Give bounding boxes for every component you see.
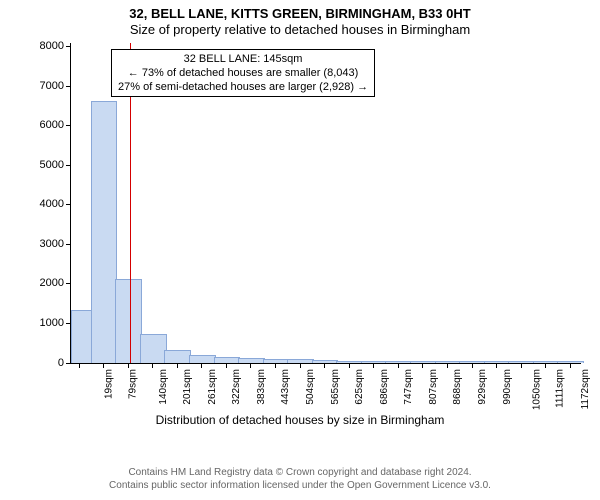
y-tick: [66, 283, 71, 284]
x-tick: [398, 363, 399, 368]
x-axis-label: Distribution of detached houses by size …: [0, 413, 600, 427]
x-tick: [103, 363, 104, 368]
y-tick-label: 4000: [40, 198, 64, 210]
footer-attribution: Contains HM Land Registry data © Crown c…: [0, 466, 600, 492]
x-tick: [324, 363, 325, 368]
histogram-bar: [140, 334, 167, 363]
y-tick-label: 2000: [40, 277, 64, 289]
x-tick: [422, 363, 423, 368]
x-tick: [201, 363, 202, 368]
annotation-line: 32 BELL LANE: 145sqm: [118, 52, 368, 66]
y-tick: [66, 125, 71, 126]
footer-line-1: Contains HM Land Registry data © Crown c…: [0, 466, 600, 479]
x-tick-label: 747sqm: [403, 369, 414, 405]
annotation-box: 32 BELL LANE: 145sqm← 73% of detached ho…: [111, 49, 375, 98]
y-tick-label: 6000: [40, 119, 64, 131]
y-tick-label: 1000: [40, 317, 64, 329]
x-tick-label: 565sqm: [330, 369, 341, 405]
title-line-2: Size of property relative to detached ho…: [0, 22, 600, 38]
x-tick-label: 140sqm: [158, 369, 169, 405]
x-tick: [447, 363, 448, 368]
histogram-bar: [164, 350, 191, 363]
x-tick-label: 868sqm: [452, 369, 463, 405]
annotation-line: 27% of semi-detached houses are larger (…: [118, 80, 368, 94]
x-tick-label: 1050sqm: [532, 369, 543, 410]
x-tick-label: 990sqm: [502, 369, 513, 405]
x-tick-label: 261sqm: [207, 369, 218, 405]
x-tick: [152, 363, 153, 368]
histogram-bar: [91, 101, 118, 363]
x-tick-label: 929sqm: [477, 369, 488, 405]
y-tick-label: 5000: [40, 159, 64, 171]
x-tick-label: 201sqm: [182, 369, 193, 405]
x-tick-label: 322sqm: [231, 369, 242, 405]
x-tick-label: 1111sqm: [554, 369, 565, 408]
x-tick-label: 807sqm: [428, 369, 439, 405]
chart-area: Number of detached properties 0100020003…: [0, 39, 600, 459]
y-tick: [66, 244, 71, 245]
x-tick-label: 1172sqm: [580, 369, 591, 409]
title-block: 32, BELL LANE, KITTS GREEN, BIRMINGHAM, …: [0, 0, 600, 39]
x-tick: [250, 363, 251, 368]
y-tick: [66, 46, 71, 47]
x-tick: [79, 363, 80, 368]
x-tick: [226, 363, 227, 368]
x-tick: [275, 363, 276, 368]
y-tick: [66, 165, 71, 166]
x-tick-label: 19sqm: [103, 369, 114, 399]
y-tick-label: 0: [58, 357, 64, 369]
x-tick: [496, 363, 497, 368]
title-line-1: 32, BELL LANE, KITTS GREEN, BIRMINGHAM, …: [0, 6, 600, 22]
x-tick: [545, 363, 546, 368]
x-tick: [349, 363, 350, 368]
x-tick-label: 443sqm: [280, 369, 291, 405]
x-tick-label: 625sqm: [354, 369, 365, 405]
y-tick: [66, 204, 71, 205]
y-tick: [66, 86, 71, 87]
y-tick-label: 8000: [40, 40, 64, 52]
x-tick: [128, 363, 129, 368]
x-tick: [521, 363, 522, 368]
x-tick: [177, 363, 178, 368]
x-tick-label: 504sqm: [305, 369, 316, 405]
annotation-line: ← 73% of detached houses are smaller (8,…: [118, 66, 368, 80]
histogram-bar: [189, 355, 216, 363]
x-tick: [300, 363, 301, 368]
x-tick-label: 686sqm: [379, 369, 390, 405]
x-tick-label: 383sqm: [256, 369, 267, 405]
y-tick-label: 3000: [40, 238, 64, 250]
y-tick: [66, 323, 71, 324]
x-tick: [373, 363, 374, 368]
y-tick-label: 7000: [40, 80, 64, 92]
x-tick: [472, 363, 473, 368]
x-tick: [570, 363, 571, 368]
footer-line-2: Contains public sector information licen…: [0, 479, 600, 492]
x-tick-label: 79sqm: [127, 369, 138, 399]
histogram-bar: [115, 279, 142, 363]
plot-region: 01000200030004000500060007000800019sqm79…: [70, 43, 581, 364]
y-tick: [66, 363, 71, 364]
